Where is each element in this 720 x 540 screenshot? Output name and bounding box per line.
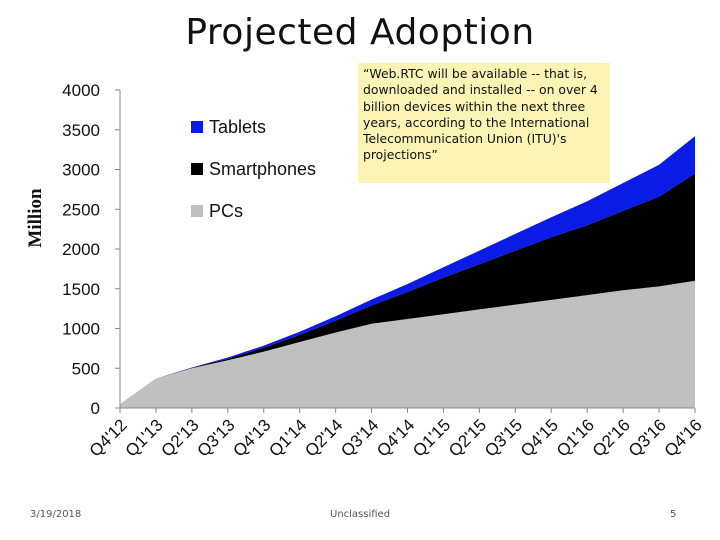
y-tick-label: 4000 (62, 81, 100, 100)
y-tick-label: 1000 (62, 320, 100, 339)
y-tick-label: 2000 (62, 240, 100, 259)
x-tick-label: Q4'16 (661, 415, 706, 460)
legend: Tablets Smartphones PCs (191, 117, 316, 221)
stacked-areas (120, 136, 695, 408)
x-tick-label: Q1'16 (553, 415, 598, 460)
y-tick-label: 3500 (62, 121, 100, 140)
x-tick-label: Q4'13 (229, 415, 274, 460)
y-tick-label: 1500 (62, 280, 100, 299)
x-tick-label: Q4'14 (373, 415, 418, 460)
itu-quote-callout: “Web.RTC will be available -- that is, d… (358, 63, 610, 183)
slide-title: Projected Adoption (185, 12, 535, 53)
y-axis-ticks: 0 500 1000 1500 2000 2500 3000 3500 4000 (62, 81, 120, 418)
legend-label-smartphones: Smartphones (209, 159, 316, 179)
legend-swatch-tablets (191, 121, 203, 133)
area-pcs (120, 280, 695, 408)
x-tick-label: Q2'16 (589, 415, 634, 460)
x-tick-label: Q2'15 (445, 415, 490, 460)
y-tick-label: 3000 (62, 161, 100, 180)
x-tick-label: Q1'13 (122, 415, 167, 460)
x-tick-label: Q3'13 (193, 415, 238, 460)
x-tick-label: Q2'13 (158, 415, 203, 460)
footer-page-number: 5 (670, 509, 677, 520)
footer-classification: Unclassified (330, 509, 391, 520)
legend-label-pcs: PCs (209, 201, 243, 221)
x-tick-label: Q1'15 (409, 415, 454, 460)
legend-label-tablets: Tablets (209, 117, 266, 137)
y-tick-label: 500 (72, 359, 100, 378)
y-tick-label: 2500 (62, 200, 100, 219)
legend-swatch-smartphones (191, 163, 203, 175)
x-axis-ticks: Q4'12Q1'13Q2'13Q3'13Q4'13Q1'14Q2'14Q3'14… (86, 408, 706, 461)
area-smartphones (120, 173, 695, 404)
x-tick-label: Q3'16 (625, 415, 670, 460)
x-tick-label: Q4'15 (517, 415, 562, 460)
x-tick-label: Q1'14 (265, 415, 310, 460)
y-tick-label: 0 (91, 399, 100, 418)
x-tick-label: Q2'14 (301, 415, 346, 460)
footer-date: 3/19/2018 (30, 509, 82, 520)
x-tick-label: Q3'14 (337, 415, 382, 460)
x-tick-label: Q4'12 (86, 415, 131, 460)
y-axis-title: Million (25, 188, 46, 248)
legend-swatch-pcs (191, 205, 203, 217)
x-tick-label: Q3'15 (481, 415, 526, 460)
